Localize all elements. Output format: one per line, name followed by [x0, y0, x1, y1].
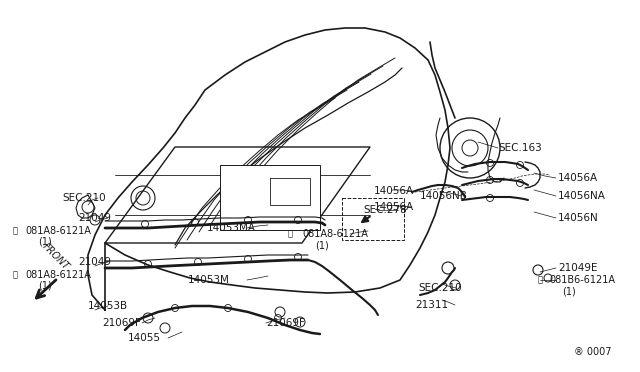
Text: 081A8-6121A: 081A8-6121A	[25, 270, 91, 280]
Text: 21069F: 21069F	[266, 318, 305, 328]
Text: SEC.163: SEC.163	[498, 143, 541, 153]
Text: 21049: 21049	[78, 257, 111, 267]
Text: 14056NB: 14056NB	[420, 191, 468, 201]
Text: 14056A: 14056A	[558, 173, 598, 183]
Text: 081B6-6121A: 081B6-6121A	[549, 275, 615, 285]
Text: SEC.210: SEC.210	[418, 283, 461, 293]
Text: (1): (1)	[562, 287, 576, 297]
Text: (1): (1)	[315, 240, 329, 250]
Text: SEC.278: SEC.278	[363, 205, 407, 215]
Text: SEC.210: SEC.210	[62, 193, 106, 203]
Text: 081A8-6121A: 081A8-6121A	[302, 229, 368, 239]
Bar	[342, 198, 404, 240]
Text: Ⓑ: Ⓑ	[13, 227, 17, 235]
Text: 14056N: 14056N	[558, 213, 599, 223]
Text: Ⓑ: Ⓑ	[538, 276, 543, 285]
Bar	[220, 165, 320, 230]
Text: 14056A: 14056A	[374, 202, 414, 212]
Text: (1): (1)	[38, 237, 52, 247]
Text: 21049: 21049	[78, 213, 111, 223]
Text: 14053MA: 14053MA	[207, 223, 256, 233]
Text: 081A8-6121A: 081A8-6121A	[25, 226, 91, 236]
Text: 14055: 14055	[128, 333, 161, 343]
Text: (1): (1)	[38, 281, 52, 291]
Text: Ⓑ: Ⓑ	[13, 270, 17, 279]
Text: FRONT: FRONT	[41, 241, 71, 272]
Text: ® 0007: ® 0007	[574, 347, 611, 357]
Text: 14056A: 14056A	[374, 186, 414, 196]
Text: Ⓑ: Ⓑ	[287, 230, 292, 238]
Text: 14053M: 14053M	[188, 275, 230, 285]
Text: 21069F: 21069F	[102, 318, 141, 328]
Text: 21049E: 21049E	[558, 263, 598, 273]
Text: 21311: 21311	[415, 300, 448, 310]
Text: 14053B: 14053B	[88, 301, 128, 311]
Text: 14056NA: 14056NA	[558, 191, 606, 201]
